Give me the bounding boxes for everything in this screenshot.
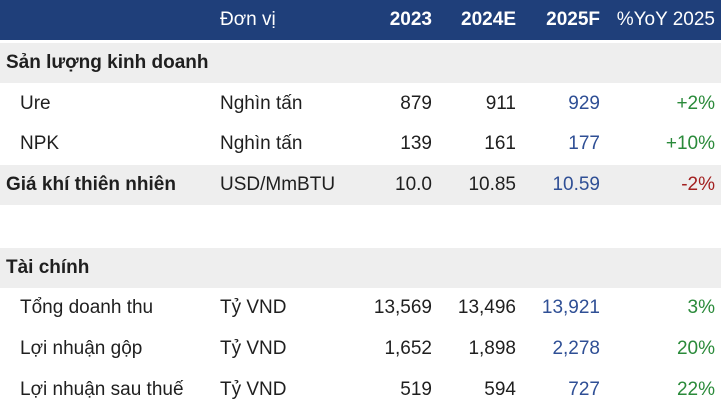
row-unit: Tỷ VND xyxy=(220,297,287,318)
table-row: Giá khí thiên nhiên USD/MmBTU 10.0 10.85… xyxy=(0,165,721,205)
section-row: Tài chính xyxy=(0,248,721,288)
table-row: Lợi nhuận sau thuế Tỷ VND 519 594 727 22… xyxy=(0,370,721,410)
row-2025f: 10.59 xyxy=(552,174,600,195)
row-unit: Tỷ VND xyxy=(220,379,287,400)
table-header: Đơn vị 2023 2024E 2025F %YoY 2025 xyxy=(0,0,721,40)
section-title: Tài chính xyxy=(6,257,90,278)
row-label: NPK xyxy=(20,133,60,154)
row-yoy: 20% xyxy=(676,338,715,359)
section-title: Sản lượng kinh doanh xyxy=(6,52,209,73)
table-row: Ure Nghìn tấn 879 911 929 +2% xyxy=(0,84,721,124)
header-unit: Đơn vị xyxy=(220,9,276,30)
row-label: Tổng doanh thu xyxy=(20,297,154,318)
row-label: Lợi nhuận gộp xyxy=(20,338,143,359)
row-label: Ure xyxy=(20,93,51,114)
row-2025f: 2,278 xyxy=(552,338,600,359)
row-2025f: 13,921 xyxy=(541,297,600,318)
table-row: NPK Nghìn tấn 139 161 177 +10% xyxy=(0,124,721,164)
row-yoy: -2% xyxy=(681,174,715,195)
row-2023: 10.0 xyxy=(395,174,432,195)
row-unit: Nghìn tấn xyxy=(220,93,303,114)
row-2024e: 13,496 xyxy=(457,297,516,318)
row-2023: 13,569 xyxy=(373,297,432,318)
row-2023: 519 xyxy=(400,379,432,400)
row-2023: 139 xyxy=(400,133,432,154)
header-2025f: 2025F xyxy=(546,9,600,30)
header-yoy-2025: %YoY 2025 xyxy=(616,9,715,30)
row-2024e: 594 xyxy=(484,379,516,400)
row-unit: Tỷ VND xyxy=(220,338,287,359)
table-row: Tổng doanh thu Tỷ VND 13,569 13,496 13,9… xyxy=(0,288,721,328)
header-2024e: 2024E xyxy=(461,9,516,30)
row-2024e: 161 xyxy=(484,133,516,154)
row-2023: 879 xyxy=(400,93,432,114)
row-yoy: 3% xyxy=(687,297,715,318)
row-yoy: 22% xyxy=(676,379,715,400)
row-label: Lợi nhuận sau thuế xyxy=(20,379,184,400)
row-2024e: 911 xyxy=(485,93,516,114)
header-2023: 2023 xyxy=(389,9,432,30)
section-row: Sản lượng kinh doanh xyxy=(0,43,721,83)
table-row: Lợi nhuận gộp Tỷ VND 1,652 1,898 2,278 2… xyxy=(0,329,721,369)
row-unit: Nghìn tấn xyxy=(220,133,303,154)
row-unit: USD/MmBTU xyxy=(220,174,336,195)
row-2023: 1,652 xyxy=(384,338,432,359)
row-2024e: 10.85 xyxy=(468,174,516,195)
row-2025f: 727 xyxy=(568,379,600,400)
row-2025f: 929 xyxy=(568,93,600,114)
row-yoy: +2% xyxy=(676,93,715,114)
row-label: Giá khí thiên nhiên xyxy=(6,174,176,195)
row-2025f: 177 xyxy=(568,133,600,154)
row-yoy: +10% xyxy=(665,133,715,154)
row-2024e: 1,898 xyxy=(468,338,516,359)
